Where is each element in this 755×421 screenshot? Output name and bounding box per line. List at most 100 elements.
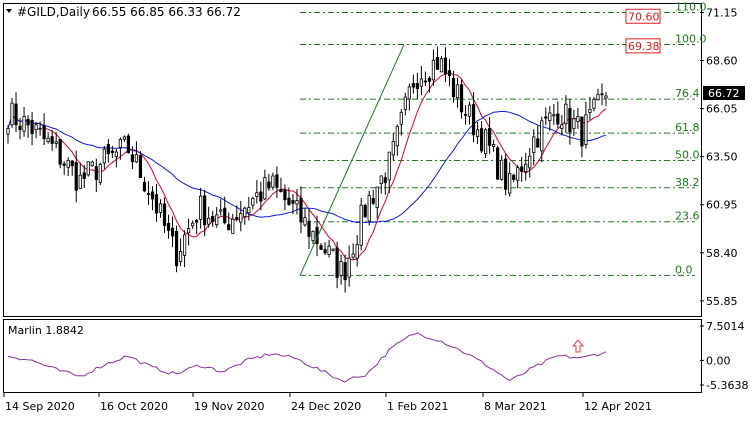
candle-body — [271, 175, 275, 188]
oscillator-path — [7, 332, 607, 383]
candle-body — [150, 191, 155, 200]
candle-body — [367, 195, 371, 222]
candle-body — [355, 244, 359, 259]
candle-body — [118, 138, 122, 148]
price-mark-label: 69.38 — [628, 40, 660, 53]
candle-body — [178, 250, 183, 262]
candle-body — [556, 113, 560, 125]
candle-body — [255, 192, 259, 197]
candle-body — [419, 78, 423, 87]
fib-retracement[interactable]: 110.0 100.0 76.4 61.8 50.0 38.2 23.6 0.0 — [300, 0, 707, 276]
candle-body — [227, 224, 231, 231]
candle-body — [451, 77, 456, 98]
candle-body — [42, 125, 46, 140]
fib-level-label: 100.0 — [675, 33, 707, 46]
candle-body — [423, 80, 428, 83]
candle-body — [516, 167, 520, 181]
candle-body — [122, 136, 126, 140]
time-tick-label: 14 Sep 2020 — [5, 400, 75, 413]
candle-body — [199, 195, 203, 220]
candle-body — [568, 108, 572, 133]
candle-body — [263, 177, 267, 200]
price-tick-label: 68.60 — [706, 55, 738, 68]
candle-body — [58, 139, 62, 165]
candle-body — [66, 159, 70, 168]
candle-body — [387, 151, 391, 181]
candle-body — [98, 164, 102, 183]
candle-body — [219, 209, 223, 212]
candle-body — [492, 144, 496, 147]
candle-body — [78, 174, 82, 189]
candle-body — [548, 112, 552, 121]
candle-body — [211, 216, 215, 223]
candle-body — [275, 174, 279, 188]
candle-body — [311, 230, 315, 242]
price-marks: 70.60 69.38 — [625, 8, 661, 54]
candle-body — [371, 198, 375, 204]
time-tick-label: 12 Apr 2021 — [584, 400, 652, 413]
candle-body — [496, 147, 500, 180]
candle-body — [431, 59, 436, 81]
candle-body — [475, 129, 480, 137]
time-axis: 14 Sep 2020 16 Oct 2020 19 Nov 2020 24 Dec … — [3, 392, 652, 413]
candle-body — [182, 234, 187, 256]
candle-body — [158, 203, 163, 213]
candle-body — [50, 136, 54, 144]
price-axis: 71.15 68.60 66.05 63.50 60.95 58.40 55.85 — [700, 6, 738, 308]
candle-body — [142, 181, 147, 192]
oscillator-line — [7, 332, 607, 383]
candle-body — [467, 104, 472, 117]
candle-body — [203, 195, 207, 226]
candle-body — [38, 127, 42, 130]
fib-level-label: 110.0 — [675, 0, 707, 13]
candle-body — [479, 128, 484, 152]
candle-body — [126, 135, 131, 154]
candle-body — [30, 119, 34, 135]
candle-body — [267, 181, 271, 189]
candle-body — [560, 124, 564, 129]
candle-body — [584, 114, 588, 145]
indicator-name: Marlin 1.8842 — [8, 324, 84, 337]
swing-line — [299, 44, 405, 276]
candles[interactable] — [6, 46, 608, 293]
candle-body — [90, 161, 94, 167]
price-mark-label: 70.60 — [628, 10, 660, 23]
candle-body — [70, 160, 74, 167]
candle-body — [399, 111, 403, 125]
candle-body — [138, 154, 143, 179]
candle-body — [235, 216, 239, 220]
dropdown-triangle-icon[interactable] — [6, 9, 12, 13]
candle-body — [596, 94, 600, 101]
price-tick-label: 55.85 — [706, 295, 738, 308]
candle-body — [102, 148, 106, 164]
candle-body — [34, 124, 38, 131]
candle-body — [403, 96, 407, 110]
candle-body — [231, 218, 235, 234]
candle-body — [572, 118, 576, 129]
candle-body — [604, 95, 608, 99]
candle-body — [259, 191, 263, 202]
time-tick-label: 24 Dec 2020 — [291, 400, 361, 413]
candle-body — [375, 186, 379, 209]
candle-body — [223, 207, 227, 224]
candle-body — [447, 70, 452, 76]
candle-body — [130, 154, 135, 163]
candle-body — [86, 161, 90, 176]
candle-body — [576, 115, 580, 122]
candle-body — [407, 86, 411, 100]
price-tick-label: 60.95 — [706, 199, 738, 212]
candle-body — [335, 247, 339, 278]
ohlc-values: 66.55 66.85 66.33 66.72 — [92, 5, 241, 19]
candle-body — [243, 207, 247, 217]
candle-body — [170, 227, 175, 237]
candle-body — [18, 125, 22, 131]
candle-body — [435, 57, 440, 70]
candle-body — [174, 231, 179, 267]
candle-body — [251, 198, 255, 206]
candle-body — [339, 261, 343, 276]
candle-body — [46, 137, 50, 142]
candle-body — [94, 166, 98, 180]
candle-body — [439, 58, 444, 73]
